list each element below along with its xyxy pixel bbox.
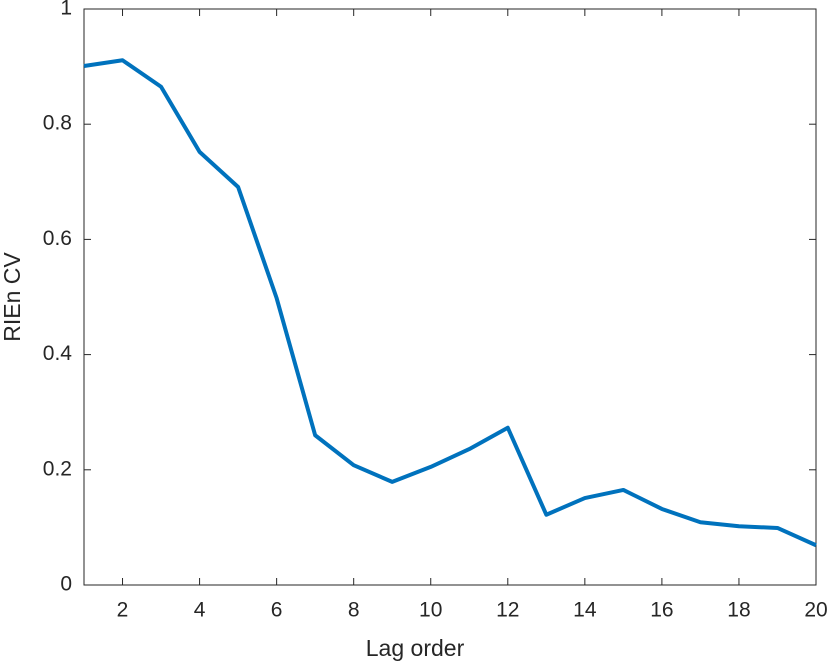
y-tick-label: 0.6	[43, 227, 72, 250]
y-tick-label: 1	[60, 0, 72, 20]
x-tick-label: 14	[573, 599, 597, 622]
plot-frame	[83, 8, 817, 586]
y-tick-label: 0.8	[43, 112, 72, 135]
y-axis-label: RIEn CV	[0, 252, 25, 342]
x-tick-label: 6	[271, 599, 283, 622]
x-tick-label: 20	[804, 599, 827, 622]
data-line	[83, 58, 817, 548]
x-tick-label: 10	[419, 599, 442, 622]
y-tick-label: 0.4	[43, 342, 73, 365]
y-tick-label: 0.2	[43, 457, 72, 480]
y-tick-label: 0	[60, 573, 72, 596]
x-tick-label: 16	[650, 599, 673, 622]
x-tick-label: 8	[348, 599, 360, 622]
x-axis-label: Lag order	[366, 635, 465, 661]
x-tick-label: 18	[727, 599, 750, 622]
x-tick-label: 12	[496, 599, 519, 622]
x-tick-label: 4	[194, 599, 206, 622]
x-tick-label: 2	[117, 599, 129, 622]
